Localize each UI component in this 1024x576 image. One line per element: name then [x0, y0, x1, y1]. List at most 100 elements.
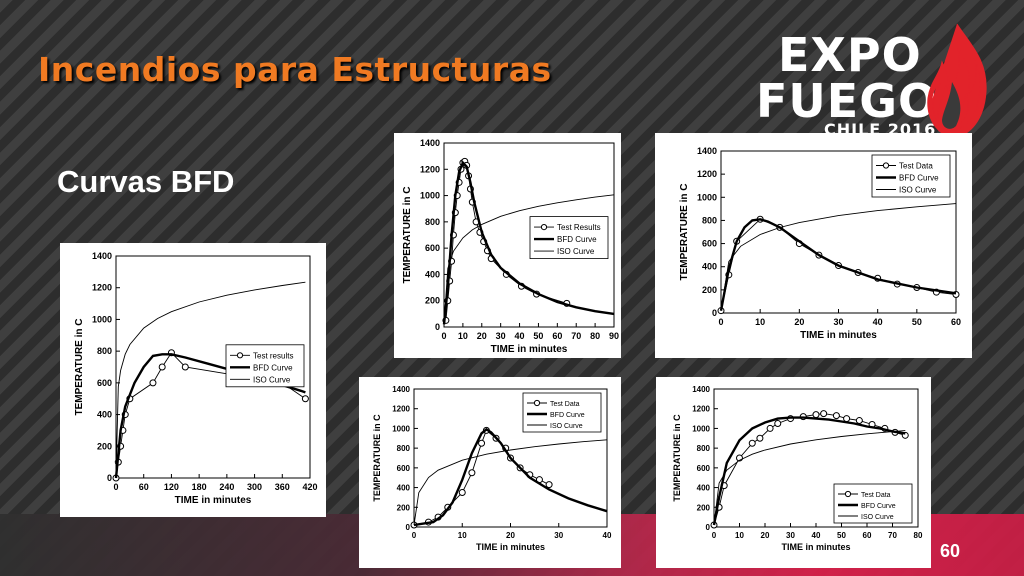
x-tick-label: 30 — [833, 317, 843, 327]
x-tick-label: 90 — [609, 331, 619, 341]
x-axis-label: TIME in minutes — [800, 330, 877, 341]
series-line — [115, 281, 306, 479]
legend-label: Test Results — [557, 223, 601, 232]
y-tick-label: 600 — [397, 464, 411, 473]
logo-line-1: EXPO — [778, 28, 922, 82]
x-tick-label: 0 — [441, 331, 446, 341]
legend-label: BFD Curve — [253, 363, 293, 372]
x-tick-label: 50 — [533, 331, 543, 341]
x-tick-label: 60 — [552, 331, 562, 341]
legend-label: Test Data — [899, 162, 933, 171]
y-tick-label: 0 — [435, 322, 440, 332]
y-axis-label: TEMPERATURE in C — [74, 318, 85, 415]
y-tick-label: 400 — [425, 269, 440, 279]
data-point — [832, 412, 840, 420]
x-tick-label: 0 — [718, 317, 723, 327]
plot-frame — [443, 142, 615, 328]
x-tick-label: 10 — [458, 331, 468, 341]
x-tick-label: 40 — [515, 331, 525, 341]
series-line — [443, 194, 615, 325]
y-tick-label: 400 — [697, 484, 711, 493]
legend-label: BFD Curve — [861, 503, 896, 510]
data-point — [301, 395, 309, 403]
legend-label: BFD Curve — [550, 412, 585, 419]
data-point — [774, 420, 782, 427]
y-tick-label: 400 — [97, 410, 112, 420]
slide-subtitle: Curvas BFD — [57, 164, 235, 199]
x-tick-label: 50 — [837, 531, 846, 540]
legend-box — [871, 154, 951, 198]
x-tick-label: 0 — [412, 531, 417, 540]
series-line — [413, 439, 608, 526]
bfd-chart-1-plot: 0 60 120 180 240 300 360 420 0 200 400 600 800 1000 12… — [74, 251, 318, 506]
legend-label: BFD Curve — [899, 174, 939, 183]
legend-label: ISO Curve — [253, 375, 291, 384]
page-number: 60 — [940, 541, 961, 561]
y-tick-label: 1200 — [420, 164, 440, 174]
legend-box — [833, 483, 913, 524]
data-point — [756, 434, 764, 442]
x-tick-label: 60 — [863, 531, 872, 540]
x-tick-label: 300 — [247, 482, 262, 492]
x-tick-label: 70 — [888, 531, 897, 540]
data-point — [748, 439, 756, 447]
legend-marker — [540, 224, 548, 231]
y-tick-label: 600 — [697, 464, 711, 473]
x-tick-label: 180 — [192, 482, 207, 492]
bfd-chart-4: 0 10 20 30 40 0 200 400 600 800 1000 1200 1400 TIME i… — [359, 377, 621, 568]
x-axis-label: TIME in minutes — [175, 495, 252, 506]
y-tick-label: 0 — [107, 473, 112, 483]
bfd-chart-5-plot: 0 10 20 30 40 50 60 70 8002004006008001000120014… — [672, 385, 923, 552]
x-tick-label: 30 — [496, 331, 506, 341]
x-tick-label: 10 — [458, 531, 467, 540]
legend-label: ISO Curve — [550, 423, 583, 430]
data-point — [843, 415, 851, 423]
legend-label: Test Data — [550, 401, 580, 408]
y-axis-label: TEMPERATURE in C — [402, 186, 413, 283]
x-tick-label: 10 — [735, 531, 744, 540]
y-tick-label: 800 — [702, 215, 717, 225]
legend-label: ISO Curve — [861, 514, 894, 521]
legend-box — [529, 216, 609, 259]
y-tick-label: 800 — [397, 444, 411, 453]
data-point — [181, 363, 189, 371]
y-axis-label: TEMPERATURE in C — [672, 414, 682, 502]
legend-label: ISO Curve — [557, 247, 595, 256]
series-line — [720, 203, 957, 311]
data-point — [149, 379, 157, 387]
legend-marker — [236, 352, 244, 359]
y-tick-label: 1000 — [692, 424, 710, 433]
y-tick-label: 1000 — [697, 192, 717, 202]
y-tick-label: 1400 — [92, 251, 112, 261]
y-axis-label: TEMPERATURE in C — [679, 183, 690, 280]
y-tick-label: 1200 — [692, 405, 710, 414]
bfd-chart-3-plot: 0 10 20 30 40 50 600200400600800100012001400TI… — [679, 146, 961, 341]
x-tick-label: 120 — [164, 482, 179, 492]
x-tick-label: 30 — [554, 531, 563, 540]
bfd-chart-3: 0 10 20 30 40 50 60 0 200 400 600 800 1000 1200 1400 TI… — [655, 133, 972, 358]
x-tick-label: 80 — [914, 531, 923, 540]
y-tick-label: 1400 — [692, 385, 710, 394]
legend-marker — [882, 162, 890, 169]
data-point — [458, 489, 466, 496]
y-tick-label: 800 — [425, 217, 440, 227]
data-point — [855, 417, 863, 425]
y-tick-label: 0 — [712, 308, 717, 318]
y-tick-label: 200 — [97, 441, 112, 451]
x-tick-label: 50 — [912, 317, 922, 327]
bfd-chart-2: 0 10 20 30 40 50 60 70 80 90 0 200 400 600 800 1000 1200… — [394, 133, 621, 358]
series-line — [712, 416, 906, 526]
series-line — [713, 430, 906, 526]
data-point — [158, 363, 166, 371]
flame-icon — [927, 23, 987, 139]
y-tick-label: 800 — [97, 346, 112, 356]
logo-line-2: FUEGO — [756, 74, 939, 128]
legend-label: BFD Curve — [557, 235, 597, 244]
y-tick-label: 600 — [425, 243, 440, 253]
x-tick-label: 60 — [951, 317, 961, 327]
y-tick-label: 1000 — [92, 314, 112, 324]
data-point — [468, 469, 476, 477]
x-tick-label: 40 — [812, 531, 821, 540]
legend-label: Test results — [253, 351, 293, 360]
y-tick-label: 400 — [702, 262, 717, 272]
